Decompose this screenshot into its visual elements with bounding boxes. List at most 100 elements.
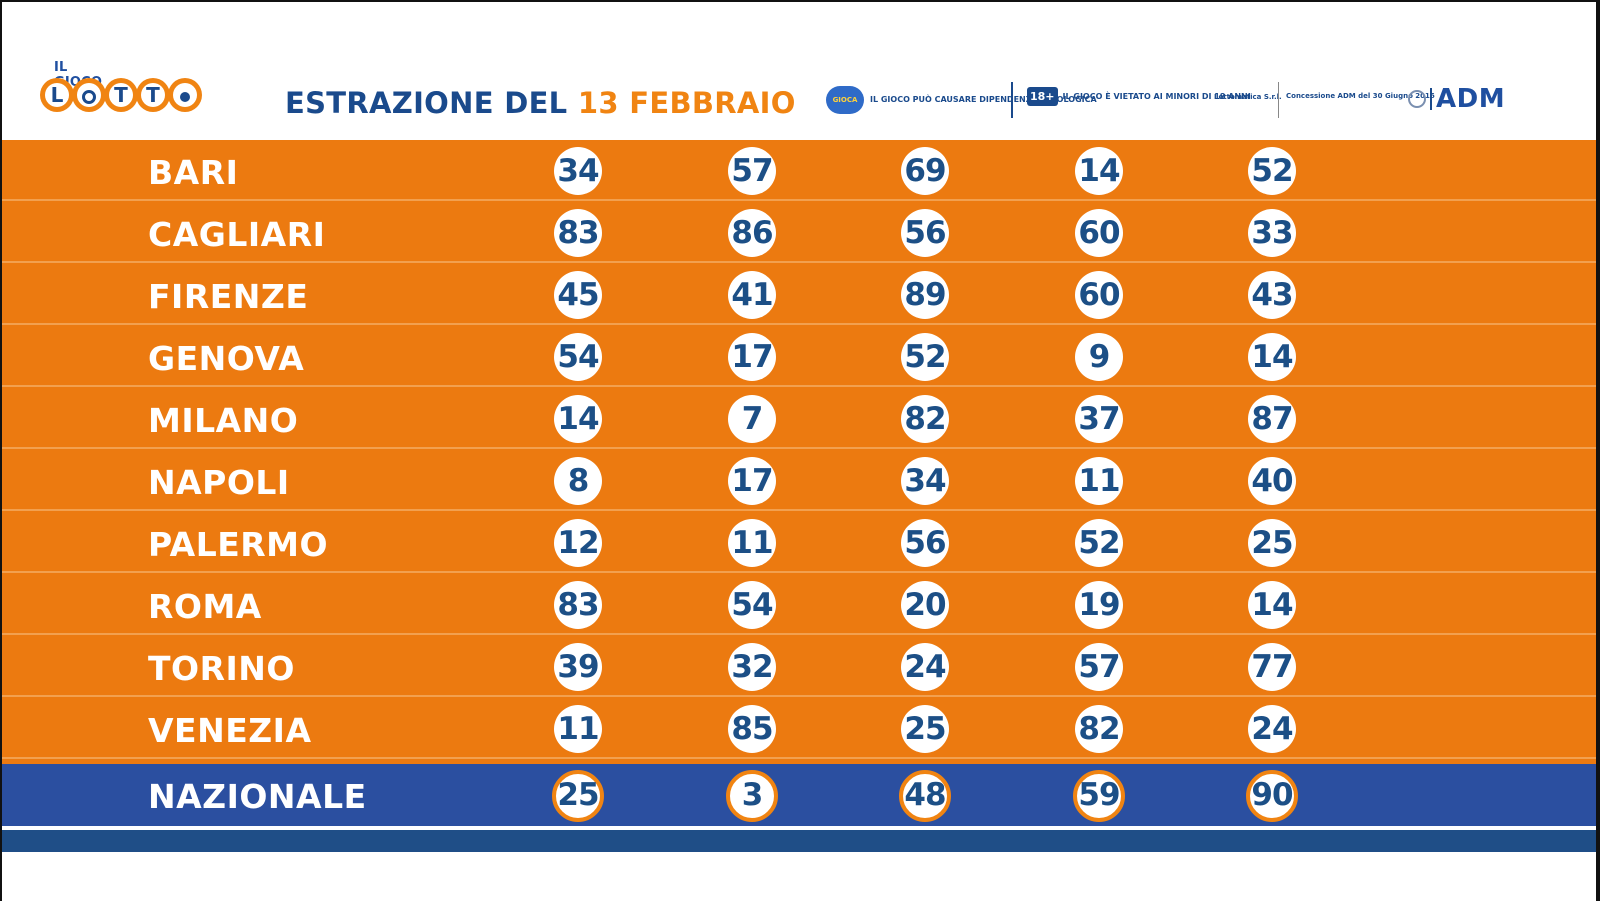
number-ball: 32: [728, 643, 776, 691]
table-row: PALERMO 12 11 56 52 25: [0, 512, 1600, 573]
title-prefix: ESTRAZIONE DEL: [285, 86, 568, 120]
number-ball: 34: [901, 457, 949, 505]
number-ball: 52: [901, 333, 949, 381]
number-ball: 83: [554, 209, 602, 257]
number-ball: 14: [554, 395, 602, 443]
table-row: VENEZIA 11 85 25 82 24: [0, 698, 1600, 759]
number-ball: 25: [901, 705, 949, 753]
number-ball: 12: [554, 519, 602, 567]
number-ball: 45: [554, 271, 602, 319]
number-ball: 24: [901, 643, 949, 691]
table-row: MILANO 14 7 82 37 87: [0, 388, 1600, 449]
number-ball: 56: [901, 519, 949, 567]
logo-ball-swirl-icon: [72, 78, 106, 112]
logo-ball-t2: T: [136, 78, 170, 112]
age-badge: 18+: [1027, 87, 1058, 106]
number-ball: 11: [728, 519, 776, 567]
number-ball: 87: [1248, 395, 1296, 443]
divider-thin: [1278, 82, 1279, 118]
wheel-name: PALERMO: [148, 525, 329, 564]
number-ball: 3: [726, 770, 778, 822]
number-ball: 54: [728, 581, 776, 629]
emblem-icon: [1408, 90, 1426, 108]
number-ball: 85: [728, 705, 776, 753]
number-ball: 54: [554, 333, 602, 381]
number-ball: 19: [1075, 581, 1123, 629]
header: IL GIOCO DEL L T T ESTRAZIONE DEL 13 FEB…: [0, 0, 1600, 140]
wheel-name: MILANO: [148, 401, 299, 440]
wheel-name: ROMA: [148, 587, 262, 626]
number-ball: 14: [1075, 147, 1123, 195]
table-row: GENOVA 54 17 52 9 14: [0, 326, 1600, 387]
number-ball: 20: [901, 581, 949, 629]
number-ball: 17: [728, 333, 776, 381]
logo-ball-l: L: [40, 78, 74, 112]
table-row: FIRENZE 45 41 89 60 43: [0, 264, 1600, 325]
table-row: ROMA 83 54 20 19 14: [0, 574, 1600, 635]
number-ball: 8: [554, 457, 602, 505]
wheel-name: BARI: [148, 153, 239, 192]
wheel-name: TORINO: [148, 649, 295, 688]
number-ball: 77: [1248, 643, 1296, 691]
operator-info: Lottomatica S.r.l.: [1214, 92, 1282, 101]
wheel-name: VENEZIA: [148, 711, 312, 750]
row-nazionale: NAZIONALE 25 3 48 59 90: [0, 764, 1600, 826]
number-ball: 14: [1248, 581, 1296, 629]
table-row: TORINO 39 32 24 57 77: [0, 636, 1600, 697]
divider: [1011, 82, 1013, 118]
number-ball: 52: [1248, 147, 1296, 195]
number-ball: 39: [554, 643, 602, 691]
number-ball: 60: [1075, 271, 1123, 319]
number-ball: 11: [554, 705, 602, 753]
gioca-responsabile-icon: GIOCA: [826, 86, 864, 114]
number-ball: 89: [901, 271, 949, 319]
wheel-name: NAPOLI: [148, 463, 290, 502]
number-ball: 37: [1075, 395, 1123, 443]
results-table: BARI 34 57 69 14 52 CAGLIARI 83 86 56 60 33 FIRENZE 4…: [0, 140, 1600, 766]
table-row: CAGLIARI 83 86 56 60 33: [0, 202, 1600, 263]
logo-balls: L T T: [40, 78, 202, 112]
number-ball: 52: [1075, 519, 1123, 567]
number-ball: 34: [554, 147, 602, 195]
logo-ball-dot-icon: [168, 78, 202, 112]
minors-warning: 18+ IL GIOCO È VIETATO AI MINORI DI 18 AN…: [1027, 86, 1251, 114]
number-ball: 86: [728, 209, 776, 257]
number-ball: 14: [1248, 333, 1296, 381]
adm-logo: ADM: [1408, 84, 1505, 114]
concession-info: Concessione ADM del 30 Giugno 2016: [1286, 92, 1435, 100]
number-ball: 82: [1075, 705, 1123, 753]
wheel-name: CAGLIARI: [148, 215, 326, 254]
number-ball: 9: [1075, 333, 1123, 381]
divider-line: [0, 826, 1600, 830]
number-ball: 43: [1248, 271, 1296, 319]
number-ball: 25: [552, 770, 604, 822]
number-ball: 60: [1075, 209, 1123, 257]
number-ball: 56: [901, 209, 949, 257]
table-row: NAPOLI 8 17 34 11 40: [0, 450, 1600, 511]
number-ball: 83: [554, 581, 602, 629]
number-ball: 69: [901, 147, 949, 195]
number-ball: 59: [1073, 770, 1125, 822]
number-ball: 25: [1248, 519, 1296, 567]
wheel-name: GENOVA: [148, 339, 305, 378]
number-ball: 40: [1248, 457, 1296, 505]
number-ball: 90: [1246, 770, 1298, 822]
number-ball: 33: [1248, 209, 1296, 257]
wheel-name: FIRENZE: [148, 277, 309, 316]
number-ball: 11: [1075, 457, 1123, 505]
number-ball: 57: [728, 147, 776, 195]
number-ball: 17: [728, 457, 776, 505]
table-row: BARI 34 57 69 14 52: [0, 140, 1600, 201]
number-ball: 48: [899, 770, 951, 822]
bottom-band: [0, 830, 1600, 852]
number-ball: 82: [901, 395, 949, 443]
number-ball: 7: [728, 395, 776, 443]
number-ball: 41: [728, 271, 776, 319]
number-ball: 24: [1248, 705, 1296, 753]
page-title: ESTRAZIONE DEL 13 FEBBRAIO: [285, 86, 796, 120]
dependence-warning: GIOCA IL GIOCO PUÒ CAUSARE DIPENDENZA PAT…: [826, 86, 1097, 114]
logo-ball-t1: T: [104, 78, 138, 112]
number-ball: 57: [1075, 643, 1123, 691]
title-date: 13 FEBBRAIO: [577, 86, 796, 120]
